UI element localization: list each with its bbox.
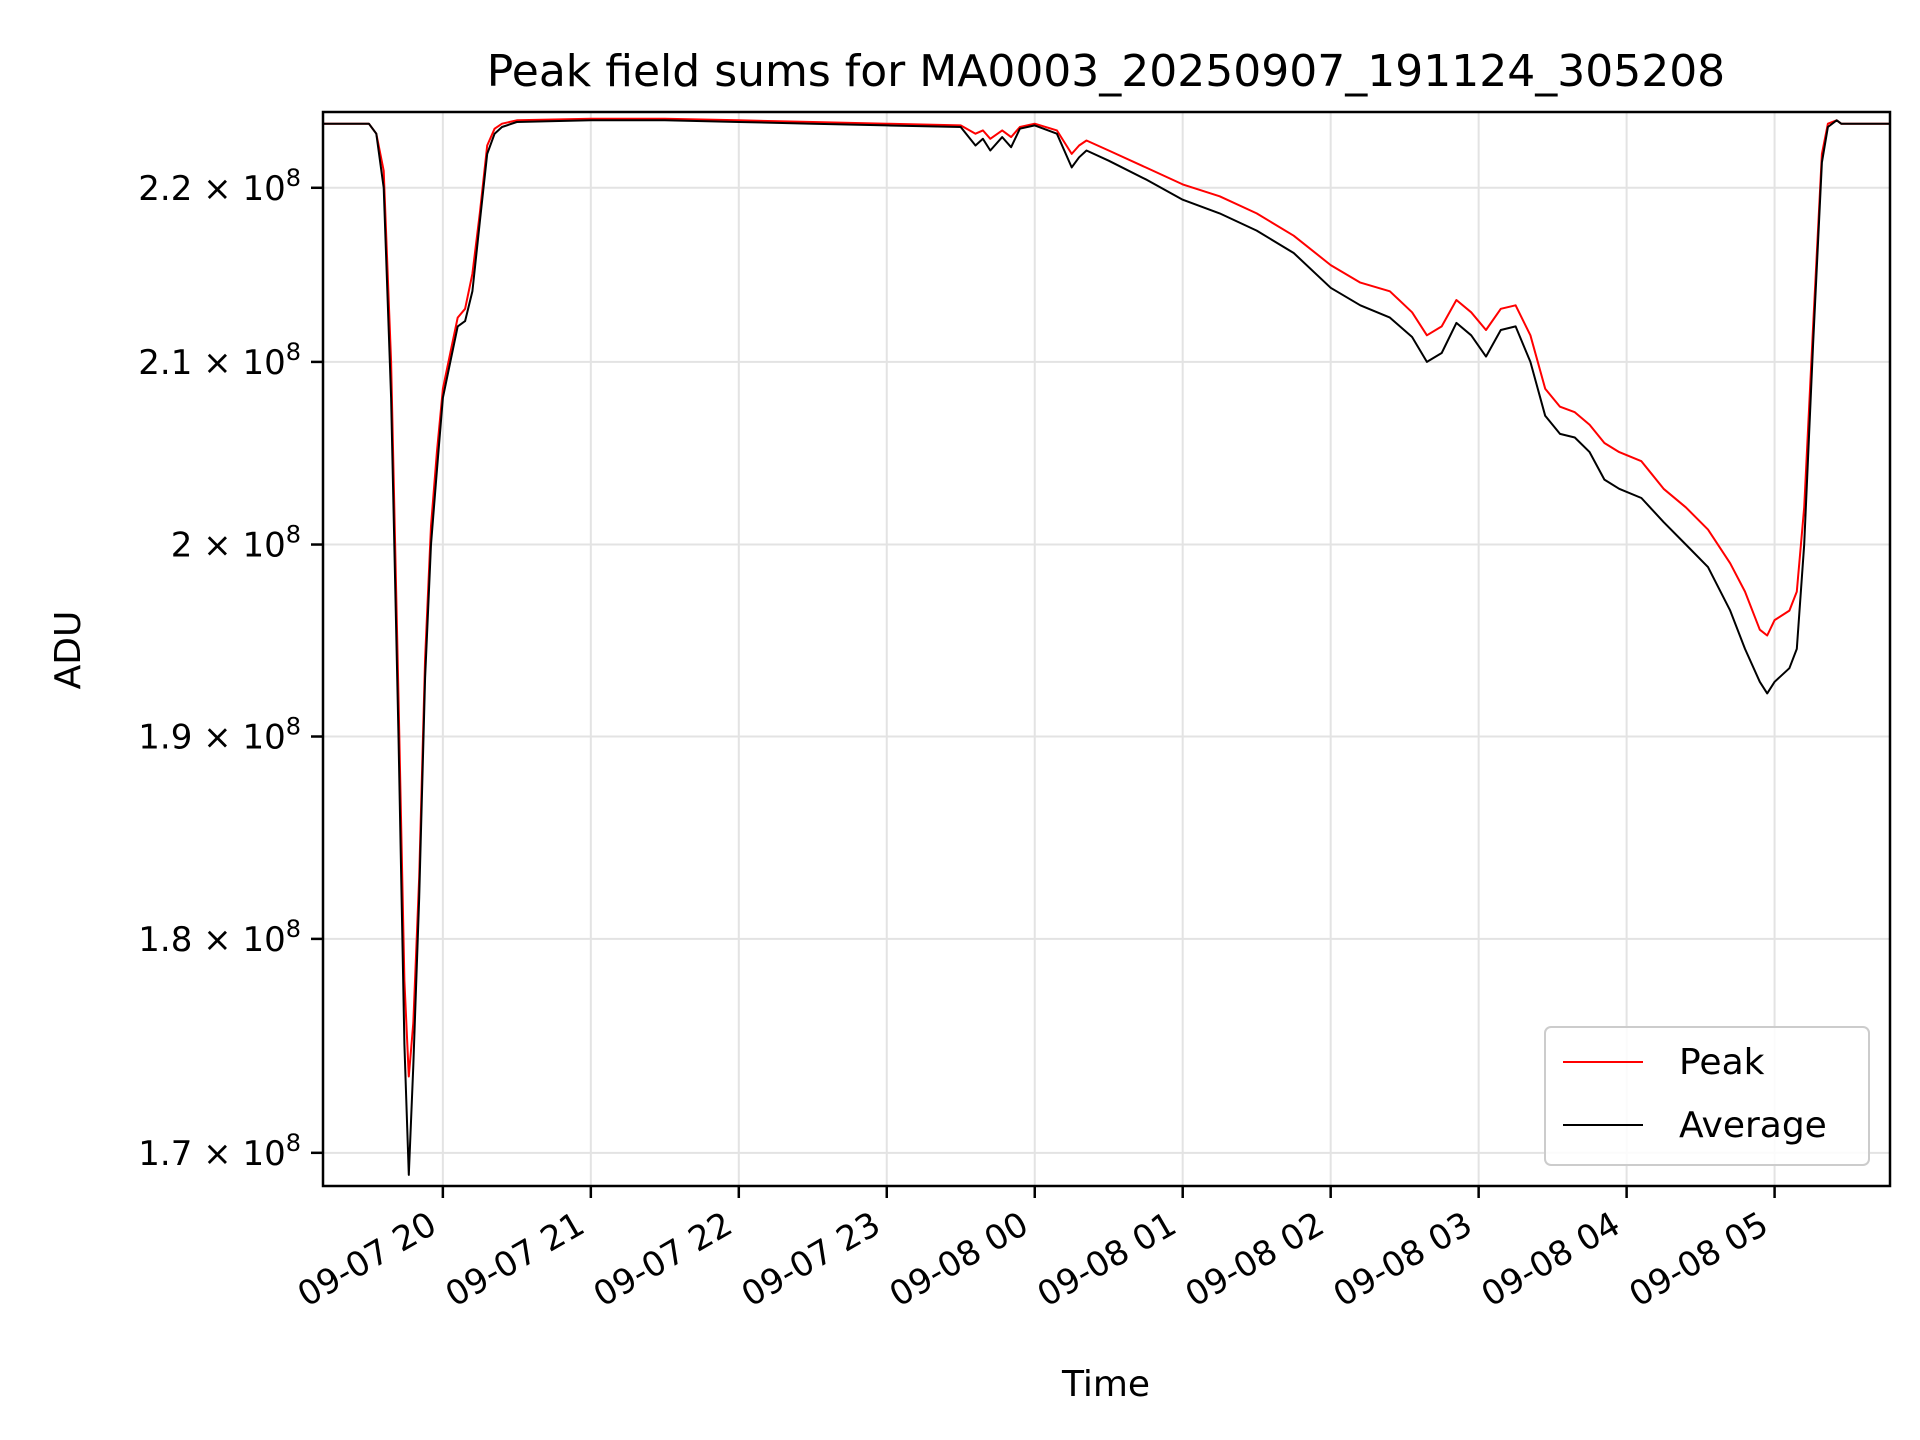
y-tick-label: 1.7 × 108 (138, 1129, 301, 1174)
chart-title: Peak field sums for MA0003_20250907_1911… (487, 46, 1725, 97)
y-tick-label: 2.1 × 108 (138, 338, 301, 383)
y-tick-label: 2.2 × 108 (138, 164, 301, 209)
legend-label-average: Average (1679, 1105, 1827, 1146)
y-tick-label: 1.9 × 108 (138, 713, 301, 758)
y-tick-label: 2 × 108 (171, 521, 301, 566)
series-line-peak (323, 117, 1890, 1078)
x-axis-label: Time (1061, 1364, 1150, 1405)
series-line-average (323, 119, 1890, 1176)
y-tick-label: 1.8 × 108 (138, 915, 301, 960)
series-layer (323, 117, 1890, 1176)
legend-label-peak: Peak (1679, 1042, 1765, 1083)
y-axis-label: ADU (48, 611, 89, 690)
y-axis-ticks: 1.7 × 108 1.8 × 108 1.9 × 108 2 × 108 2.1 × … (138, 164, 323, 1174)
plot-frame (321, 110, 1892, 1188)
legend: Peak Average (1544, 1026, 1870, 1166)
